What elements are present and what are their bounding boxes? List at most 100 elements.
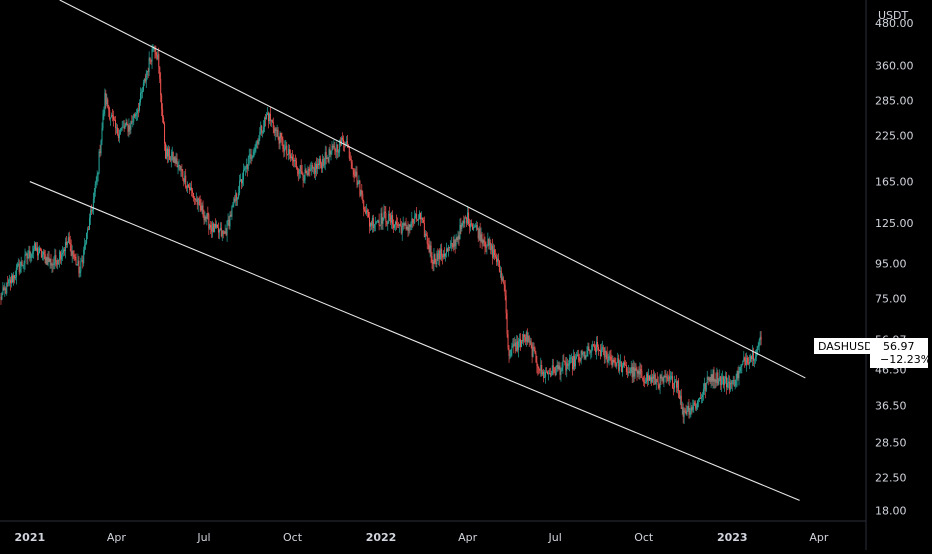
candle-body xyxy=(302,174,304,181)
x-tick-label: Jul xyxy=(196,531,210,544)
candle-body xyxy=(178,164,180,166)
candle-body xyxy=(420,217,422,220)
candle-body xyxy=(51,264,53,266)
candle-body xyxy=(699,398,701,399)
candle-body xyxy=(366,210,368,214)
candle-body xyxy=(77,260,79,265)
candle-body xyxy=(432,261,434,264)
candle-body xyxy=(648,375,650,381)
candle-body xyxy=(140,92,142,94)
candle-body xyxy=(595,347,597,353)
candle-body xyxy=(159,66,161,79)
channel-lines xyxy=(29,0,806,501)
candle-body xyxy=(468,212,470,225)
candle-body xyxy=(250,154,252,159)
candle-body xyxy=(157,54,159,60)
candle-body xyxy=(1,293,3,300)
candle-body xyxy=(454,239,456,247)
candle-body xyxy=(517,341,519,350)
upper-channel-line[interactable] xyxy=(59,0,806,379)
candle-body xyxy=(678,391,680,399)
candle-body xyxy=(32,251,34,254)
candle-body xyxy=(721,378,723,386)
candle-body xyxy=(167,148,169,157)
candle-body xyxy=(732,380,734,381)
candle-body xyxy=(409,224,411,227)
candle-body xyxy=(354,174,356,176)
candle-body xyxy=(459,224,461,240)
candle-body xyxy=(90,210,92,212)
candle-body xyxy=(125,122,127,127)
x-tick-label: Jul xyxy=(548,531,562,544)
candle-body xyxy=(753,359,755,361)
candle-body xyxy=(531,344,533,357)
candle-body xyxy=(144,78,146,82)
candle-body xyxy=(20,261,22,267)
candle-body xyxy=(269,113,271,121)
candle-body xyxy=(361,190,363,194)
candle-body xyxy=(279,132,281,144)
candle-body xyxy=(746,357,748,366)
candle-body xyxy=(464,217,466,224)
candle-body xyxy=(198,198,200,201)
candle-body xyxy=(611,359,613,366)
candle-body xyxy=(555,367,557,376)
candle-body xyxy=(484,241,486,247)
candle-body xyxy=(247,158,249,170)
candle-body xyxy=(145,75,147,82)
candle-body xyxy=(183,178,185,183)
candle-body xyxy=(515,342,517,352)
candle-body xyxy=(704,383,706,391)
time-axis[interactable]: 2021 Apr Jul Oct 2022 Apr Jul Oct 2023 Apr xyxy=(15,531,829,544)
candle-body xyxy=(356,171,358,185)
candle-body xyxy=(707,376,709,380)
candle-body xyxy=(723,376,725,386)
candle-body xyxy=(430,245,432,257)
candle-body xyxy=(164,123,166,144)
candle-body xyxy=(249,154,251,156)
candle-body xyxy=(596,341,598,353)
candle-body xyxy=(132,121,134,123)
candle-body xyxy=(88,218,90,230)
candle-body xyxy=(610,356,612,360)
candle-body xyxy=(119,130,121,135)
candle-body xyxy=(466,217,468,224)
candle-body xyxy=(222,230,224,234)
candle-body xyxy=(355,171,357,176)
candle-body xyxy=(374,223,376,225)
candle-body xyxy=(281,137,283,140)
candle-body xyxy=(456,237,458,241)
candle-body xyxy=(308,169,310,171)
candle-body xyxy=(749,361,751,364)
candle-body xyxy=(644,382,646,384)
candle-body xyxy=(29,250,31,259)
candle-body xyxy=(475,225,477,227)
candle-body xyxy=(652,376,654,379)
candle-body xyxy=(331,145,333,152)
candle-body xyxy=(252,156,254,158)
candle-body xyxy=(148,57,150,72)
candle-body xyxy=(338,151,340,153)
candle-body xyxy=(520,339,522,348)
candle-body xyxy=(316,163,318,169)
candle-body xyxy=(241,179,243,184)
candle-body xyxy=(598,347,599,351)
candle-body xyxy=(509,355,511,357)
candle-body xyxy=(612,359,614,366)
candle-body xyxy=(735,379,737,386)
candle-body xyxy=(496,256,498,262)
candle-body xyxy=(510,349,512,356)
candle-body xyxy=(674,381,676,389)
lower-channel-line[interactable] xyxy=(29,181,800,501)
candle-body xyxy=(35,243,37,251)
candle-body xyxy=(126,122,128,125)
candle-body xyxy=(238,193,240,198)
candle-body xyxy=(6,282,8,294)
candle-body xyxy=(367,210,369,212)
candle-body xyxy=(315,163,317,174)
candle-body xyxy=(305,169,307,174)
candle-body xyxy=(293,159,295,162)
candle-body xyxy=(584,352,586,359)
